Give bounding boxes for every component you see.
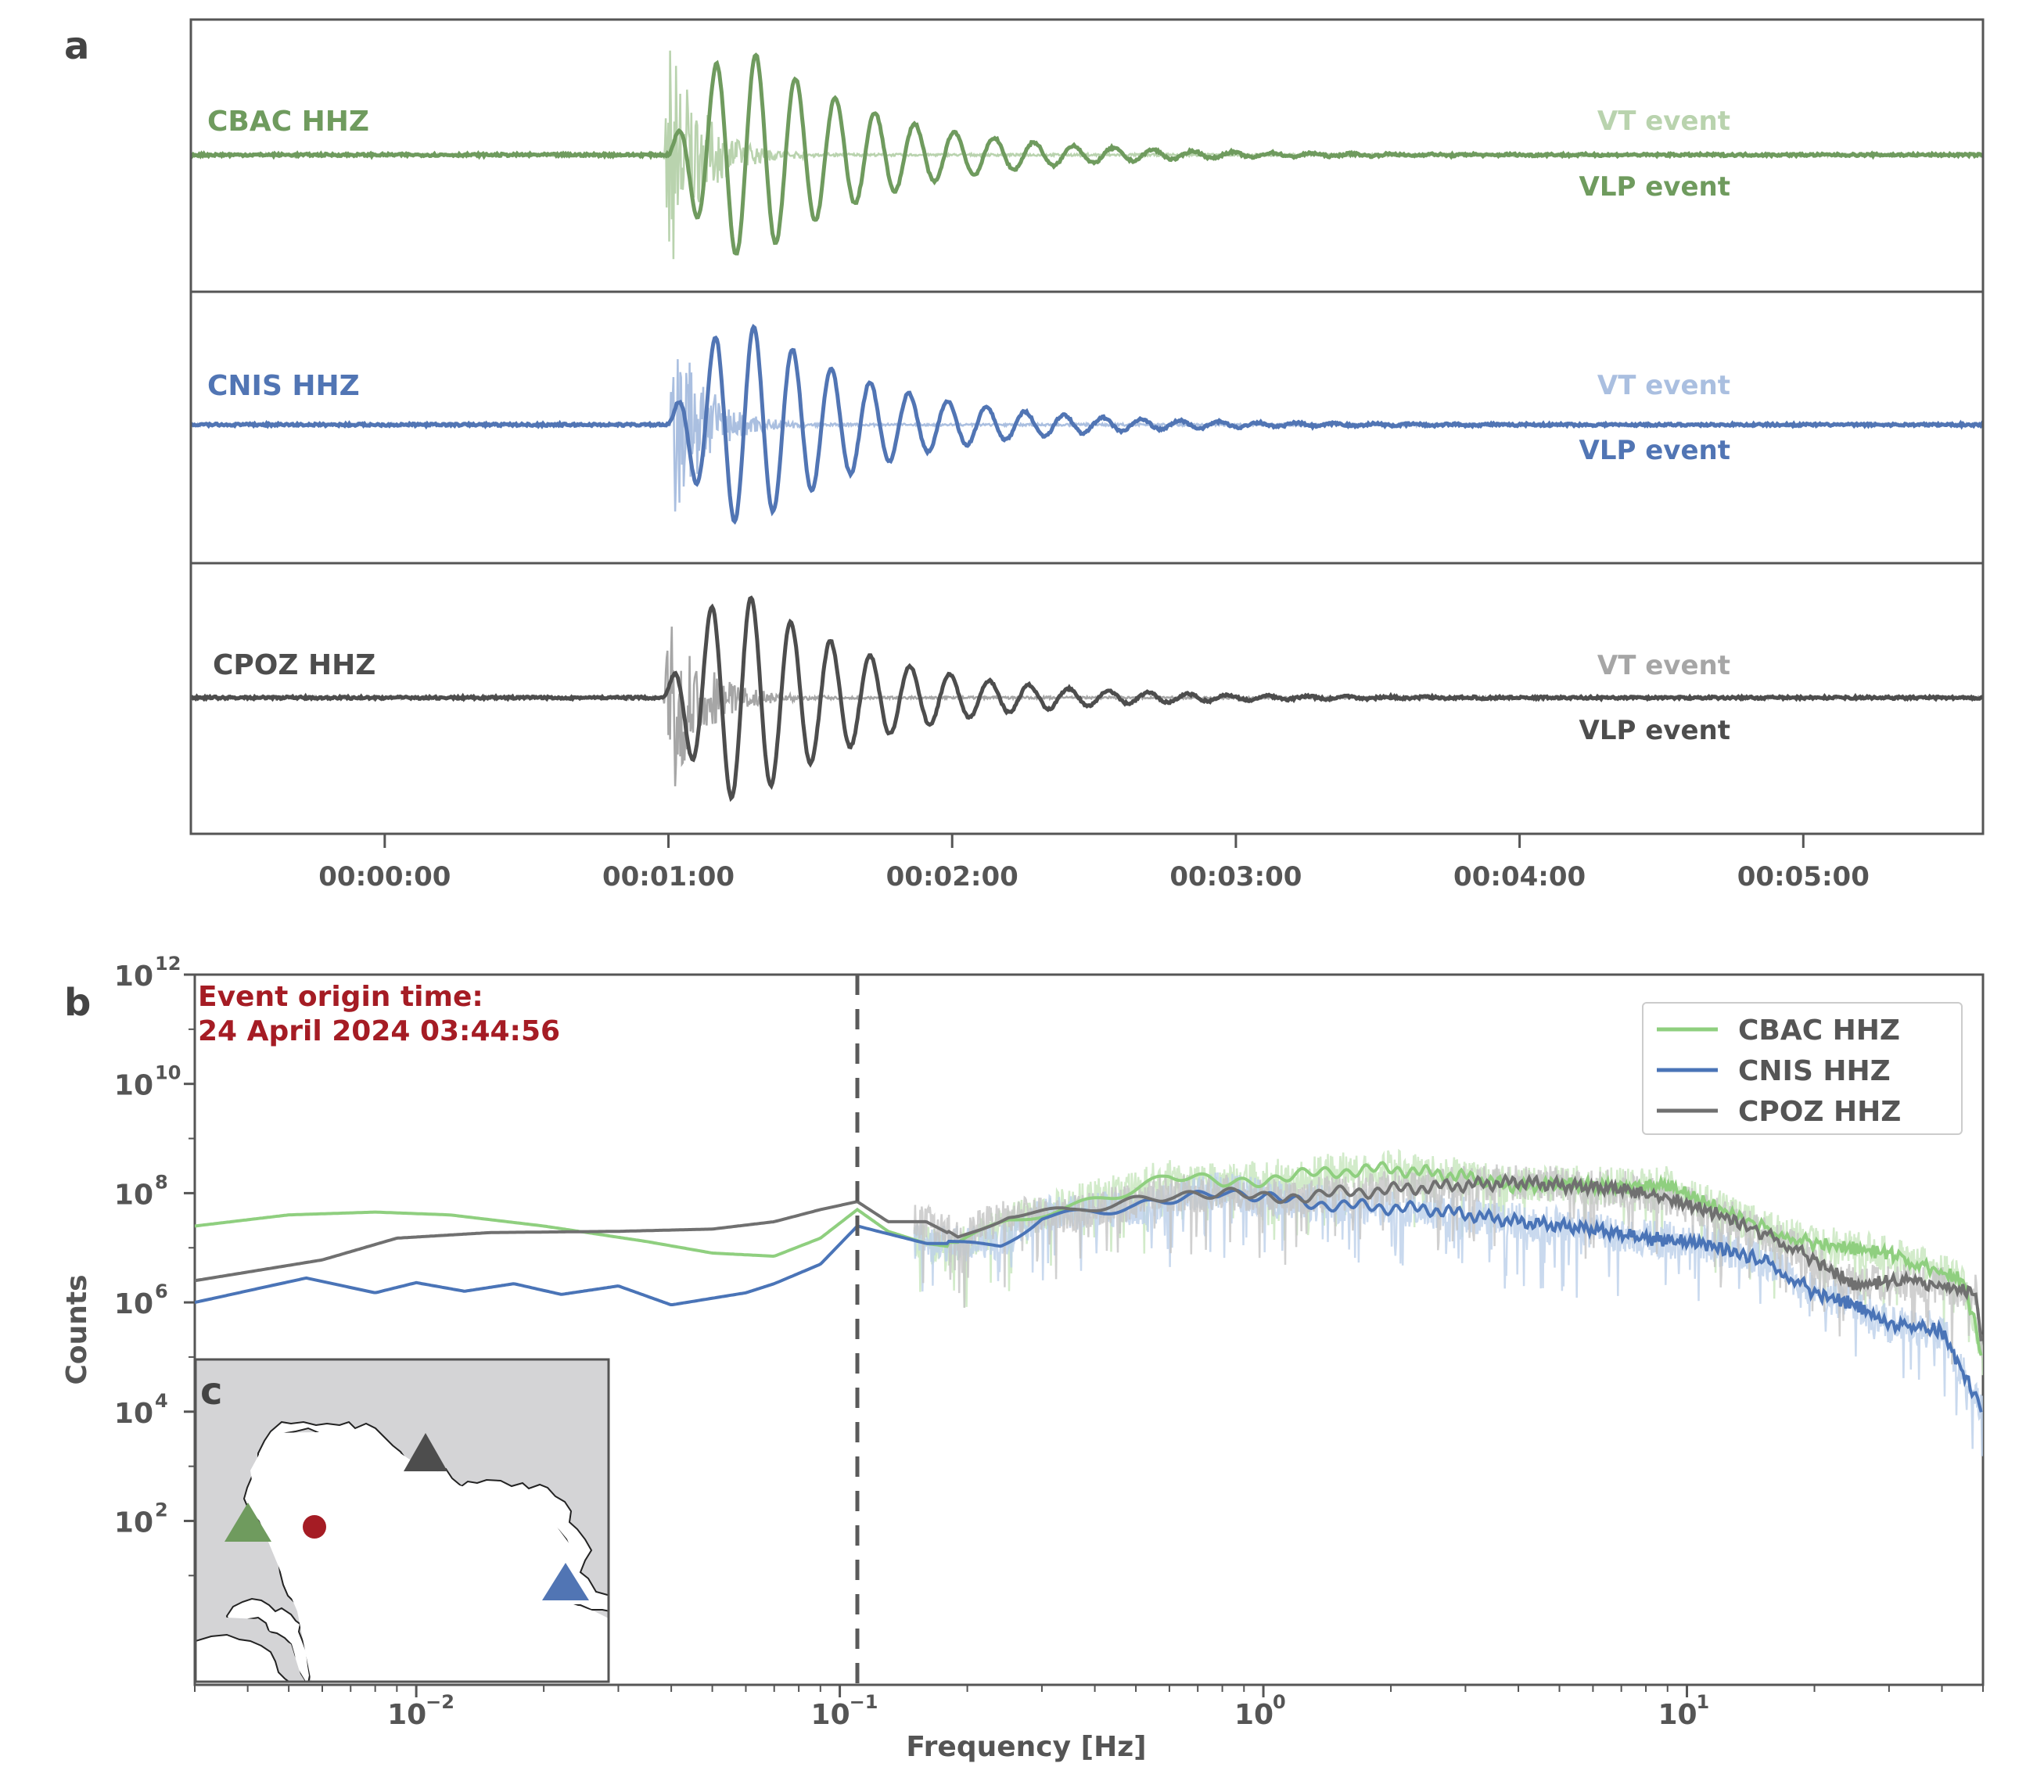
legend-label-cnis: CNIS HHZ (1738, 1055, 1891, 1087)
vlp-trace-cnis (191, 324, 1983, 525)
panel-c-label: c (200, 1370, 222, 1413)
station-label-cnis: CNIS HHZ (207, 370, 360, 402)
legend: CBAC HHZ CNIS HHZ CPOZ HHZ (1642, 1002, 1963, 1135)
time-axis: 00:00:00 00:01:00 00:02:00 00:03:00 00:04:00… (318, 834, 1870, 892)
time-tick-label: 00:01:00 (602, 861, 735, 892)
y-tick-exponent: 2 (155, 1499, 168, 1521)
spectrum-line-cbac (195, 1161, 1983, 1356)
spectrum-smoothed-lines (195, 1161, 1983, 1413)
vlp-label-cpoz: VLP event (1579, 715, 1730, 746)
map-land-island (196, 1633, 291, 1682)
spectrum-ylabel: Counts (61, 1274, 93, 1384)
vlp-label-cnis: VLP event (1579, 435, 1730, 466)
time-tick-label: 00:04:00 (1453, 861, 1586, 892)
vt-label-cnis: VT event (1597, 370, 1730, 401)
time-tick-label: 00:00:00 (318, 861, 451, 892)
y-tick-exponent: 10 (155, 1062, 181, 1084)
time-tick-label: 00:05:00 (1737, 861, 1870, 892)
x-tick-exponent: −1 (850, 1691, 878, 1713)
station-marker-cpoz (404, 1433, 447, 1471)
x-tick-exponent: 1 (1697, 1691, 1710, 1713)
y-tick-label: 10 (114, 1179, 153, 1211)
map-frame (194, 1358, 610, 1683)
time-tick-label: 00:02:00 (886, 861, 1018, 892)
y-tick-label: 10 (114, 1288, 153, 1320)
legend-label-cpoz: CPOZ HHZ (1738, 1096, 1901, 1128)
station-label-cbac: CBAC HHZ (207, 106, 369, 138)
waveform-frames (189, 18, 1985, 835)
spectrum-line-cpoz (195, 1173, 1983, 1341)
x-tick-label: 10 (811, 1699, 850, 1731)
y-tick-label: 10 (114, 961, 153, 993)
epicenter-marker (303, 1515, 326, 1539)
x-tick-label: 10 (1658, 1699, 1697, 1731)
map-land-interior (250, 1431, 609, 1682)
x-tick-exponent: −2 (426, 1691, 454, 1713)
vt-label-cpoz: VT event (1597, 650, 1730, 681)
vt-label-cbac: VT event (1597, 106, 1730, 137)
vlp-trace-cpoz (191, 595, 1983, 803)
x-tick-label: 10 (387, 1699, 426, 1731)
spectrum-xlabel: Frequency [Hz] (906, 1731, 1146, 1763)
panel-b-label: b (64, 981, 91, 1025)
x-tick-exponent: 0 (1273, 1691, 1286, 1713)
station-label-cpoz: CPOZ HHZ (213, 649, 375, 681)
station-marker-cbac (225, 1503, 271, 1542)
panel-a-label: a (64, 24, 89, 68)
x-tick-label: 10 (1234, 1699, 1273, 1731)
origin-time-title: Event origin time: (198, 981, 483, 1013)
panel-c-inset-map: c (194, 1358, 610, 1683)
waveform-labels: CBAC HHZ VT event VLP event CNIS HHZ VT even… (207, 106, 1730, 746)
y-tick-exponent: 12 (155, 953, 181, 975)
spectrum-frame (193, 973, 1985, 1686)
legend-label-cbac: CBAC HHZ (1738, 1015, 1900, 1047)
vlp-trace-cbac (191, 52, 1983, 256)
y-tick-label: 10 (114, 1398, 153, 1430)
y-tick-label: 10 (114, 1507, 153, 1539)
waveform-traces (191, 50, 1983, 803)
y-tick-exponent: 8 (155, 1171, 168, 1193)
origin-time-value: 24 April 2024 03:44:56 (198, 1015, 560, 1047)
legend-box (1642, 1002, 1963, 1135)
y-tick-exponent: 6 (155, 1280, 168, 1302)
y-tick-exponent: 4 (155, 1390, 168, 1412)
vlp-label-cbac: VLP event (1579, 171, 1730, 203)
y-tick-label: 10 (114, 1070, 153, 1102)
panel-a-waveforms: a CBAC HHZ VT event VLP event CNIS HHZ VT ev… (64, 18, 1985, 892)
time-tick-label: 00:03:00 (1169, 861, 1302, 892)
station-marker-cnis (542, 1563, 589, 1600)
trace-frame-cpoz (189, 562, 1985, 835)
